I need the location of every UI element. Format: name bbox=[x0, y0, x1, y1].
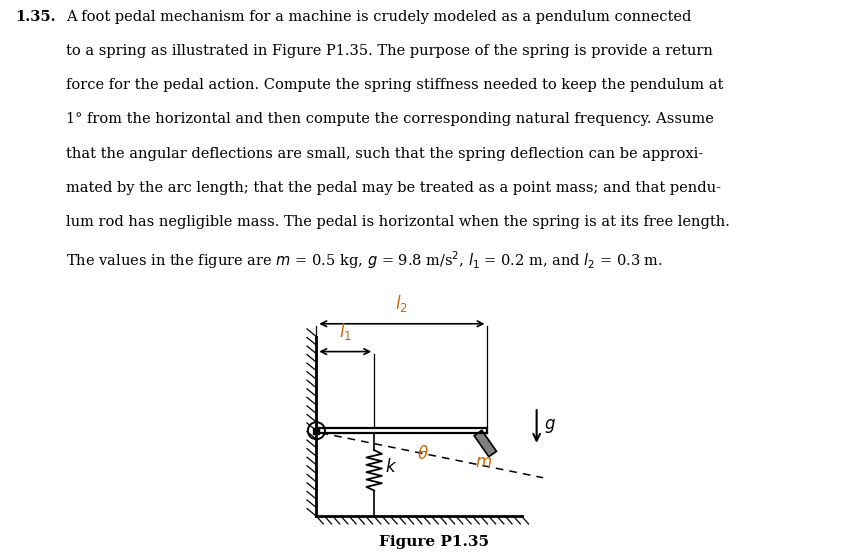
Text: that the angular deflections are small, such that the spring deflection can be a: that the angular deflections are small, … bbox=[66, 147, 703, 161]
Text: The values in the figure are $m$ = 0.5 kg, $g$ = 9.8 m/s$^2$, $l_1$ = 0.2 m, and: The values in the figure are $m$ = 0.5 k… bbox=[66, 249, 663, 271]
Text: to a spring as illustrated in Figure P1.35. The purpose of the spring is provide: to a spring as illustrated in Figure P1.… bbox=[66, 44, 713, 58]
Text: mated by the arc length; that the pedal may be treated as a point mass; and that: mated by the arc length; that the pedal … bbox=[66, 181, 721, 195]
Text: $l_1$: $l_1$ bbox=[339, 321, 352, 342]
Text: 1.35.: 1.35. bbox=[16, 10, 56, 24]
Text: A foot pedal mechanism for a machine is crudely modeled as a pendulum connected: A foot pedal mechanism for a machine is … bbox=[66, 10, 691, 24]
Text: Figure P1.35: Figure P1.35 bbox=[379, 534, 489, 549]
Text: $\theta$: $\theta$ bbox=[418, 445, 430, 463]
Text: $l_2$: $l_2$ bbox=[396, 293, 408, 314]
Polygon shape bbox=[474, 430, 496, 457]
Text: $g$: $g$ bbox=[544, 417, 556, 436]
Text: $m$: $m$ bbox=[475, 454, 491, 472]
Text: $k$: $k$ bbox=[385, 458, 397, 476]
Text: force for the pedal action. Compute the spring stiffness needed to keep the pend: force for the pedal action. Compute the … bbox=[66, 78, 723, 92]
Text: lum rod has negligible mass. The pedal is horizontal when the spring is at its f: lum rod has negligible mass. The pedal i… bbox=[66, 215, 730, 229]
Text: 1° from the horizontal and then compute the corresponding natural frequency. Ass: 1° from the horizontal and then compute … bbox=[66, 113, 713, 127]
